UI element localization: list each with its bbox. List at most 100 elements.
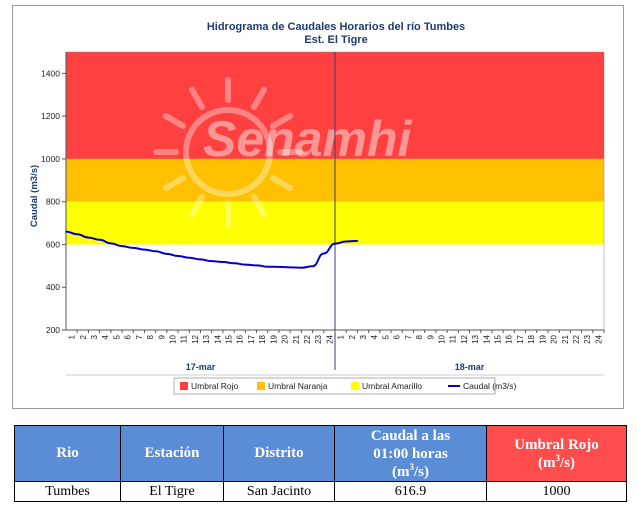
- table-header-row: Rio Estación Distrito Caudal a las 01:00…: [14, 425, 627, 482]
- y-tick-label: 1400: [41, 68, 60, 78]
- header-caudal: Caudal a las 01:00 horas (m3/s): [334, 425, 487, 482]
- series-point: [110, 242, 112, 245]
- legend-label: Caudal (m3/s): [463, 381, 517, 391]
- x-tick-label: 19: [269, 334, 278, 343]
- x-tick-label: 18: [527, 334, 536, 343]
- x-day-label: 18-mar: [455, 362, 485, 372]
- series-point: [177, 255, 179, 257]
- y-tick-label: 600: [46, 239, 60, 249]
- chart-title: Hidrograma de Caudales Horarios del río …: [207, 21, 465, 33]
- x-tick-label: 4: [101, 334, 110, 339]
- x-tick-label: 8: [146, 334, 155, 339]
- header-caudal-line2: 01:00 horas: [373, 445, 448, 462]
- sun-ray-icon: [251, 86, 267, 110]
- series-point: [121, 245, 123, 247]
- x-tick-label: 9: [157, 334, 166, 339]
- x-tick-label: 13: [202, 334, 211, 343]
- cell-caudal: 616.9: [334, 481, 487, 502]
- series-point: [356, 240, 359, 242]
- x-tick-label: 20: [550, 334, 559, 343]
- x-tick-label: 21: [292, 334, 301, 343]
- header-caudal-unit: (m3/s): [392, 461, 429, 480]
- series-point: [87, 236, 90, 239]
- series-point: [289, 266, 291, 269]
- x-tick-label: 23: [583, 334, 592, 343]
- header-rio: Rio: [14, 425, 121, 482]
- x-tick-label: 6: [124, 334, 133, 339]
- x-tick-label: 2: [348, 334, 357, 339]
- table-row: Tumbes El Tigre San Jacinto 616.9 1000: [14, 481, 627, 502]
- series-point: [65, 230, 67, 233]
- x-tick-label: 1: [337, 334, 346, 339]
- series-point: [188, 256, 191, 259]
- sun-ray-icon: [189, 86, 205, 110]
- header-estacion: Estación: [120, 425, 224, 482]
- sun-ray-icon: [270, 113, 294, 129]
- series-point: [210, 260, 213, 262]
- header-caudal-line1: Caudal a las: [370, 427, 451, 444]
- x-tick-label: 11: [449, 334, 458, 343]
- x-tick-label: 24: [325, 334, 334, 343]
- sun-ray-icon: [189, 194, 205, 218]
- x-tick-label: 21: [561, 334, 570, 343]
- header-umbral-rojo: Umbral Rojo (m3/s): [486, 425, 627, 482]
- header-umbral-unit: (m3/s): [538, 452, 575, 471]
- x-tick-label: 16: [505, 334, 514, 343]
- series-point: [132, 247, 135, 249]
- x-tick-label: 5: [112, 334, 121, 339]
- legend-label: Umbral Naranja: [268, 381, 328, 391]
- x-day-label: 17-mar: [186, 362, 216, 372]
- legend-swatch: [351, 382, 359, 390]
- x-tick-label: 17: [247, 334, 256, 343]
- legend-swatch: [180, 382, 188, 390]
- legend-label: Umbral Rojo: [191, 381, 239, 391]
- x-tick-label: 19: [538, 334, 547, 343]
- x-tick-label: 16: [236, 334, 245, 343]
- x-tick-label: 5: [381, 334, 390, 339]
- series-point: [334, 242, 336, 245]
- x-tick-label: 17: [516, 334, 525, 343]
- hydrograph-chart: Hidrograma de Caudales Horarios del río …: [29, 21, 605, 395]
- x-tick-label: 22: [303, 334, 312, 343]
- y-tick-label: 1200: [41, 111, 60, 121]
- senamhi-watermark: Senamhi: [153, 77, 413, 227]
- x-tick-label: 24: [594, 334, 603, 343]
- series-point: [199, 258, 202, 261]
- series-point: [233, 262, 235, 265]
- sun-ray-icon: [251, 194, 267, 218]
- x-tick-label: 15: [225, 334, 234, 343]
- series-layer: [65, 230, 359, 269]
- watermark-text: Senamhi: [203, 111, 413, 167]
- series-point: [311, 265, 314, 268]
- x-tick-label: 6: [393, 334, 402, 339]
- legend-label: Umbral Amarillo: [362, 381, 422, 391]
- series-point: [255, 264, 258, 267]
- legend-swatch: [257, 382, 265, 390]
- cell-estacion: El Tigre: [120, 481, 224, 502]
- series-point: [222, 261, 224, 263]
- x-tick-label: 12: [191, 334, 200, 343]
- series-point: [300, 266, 303, 269]
- chart-legend: Umbral Rojo Umbral Naranja Umbral Amarillo…: [173, 377, 517, 395]
- flow-summary-table: Rio Estación Distrito Caudal a las 01:00…: [14, 425, 627, 502]
- x-tick-label: 10: [168, 334, 177, 343]
- x-tick-label: 7: [404, 334, 413, 339]
- y-tick-label: 800: [46, 197, 60, 207]
- header-distrito: Distrito: [223, 425, 335, 482]
- cell-umbral: 1000: [486, 481, 627, 502]
- x-tick-label: 12: [460, 334, 469, 343]
- sun-ray-icon: [162, 113, 186, 129]
- x-tick-label: 15: [494, 334, 503, 343]
- chart-subtitle: Est. El Tigre: [304, 34, 367, 46]
- series-point: [76, 233, 79, 235]
- series-point: [98, 238, 101, 241]
- header-umbral-line1: Umbral Rojo: [514, 436, 599, 453]
- sun-ring-icon: [183, 107, 273, 197]
- series-point: [266, 265, 269, 268]
- x-tick-label: 9: [426, 334, 435, 339]
- x-tick-label: 7: [135, 334, 144, 339]
- chart-frame: Hidrograma de Caudales Horarios del río …: [12, 5, 624, 409]
- x-tick-label: 13: [471, 334, 480, 343]
- x-tick-label: 3: [359, 334, 368, 339]
